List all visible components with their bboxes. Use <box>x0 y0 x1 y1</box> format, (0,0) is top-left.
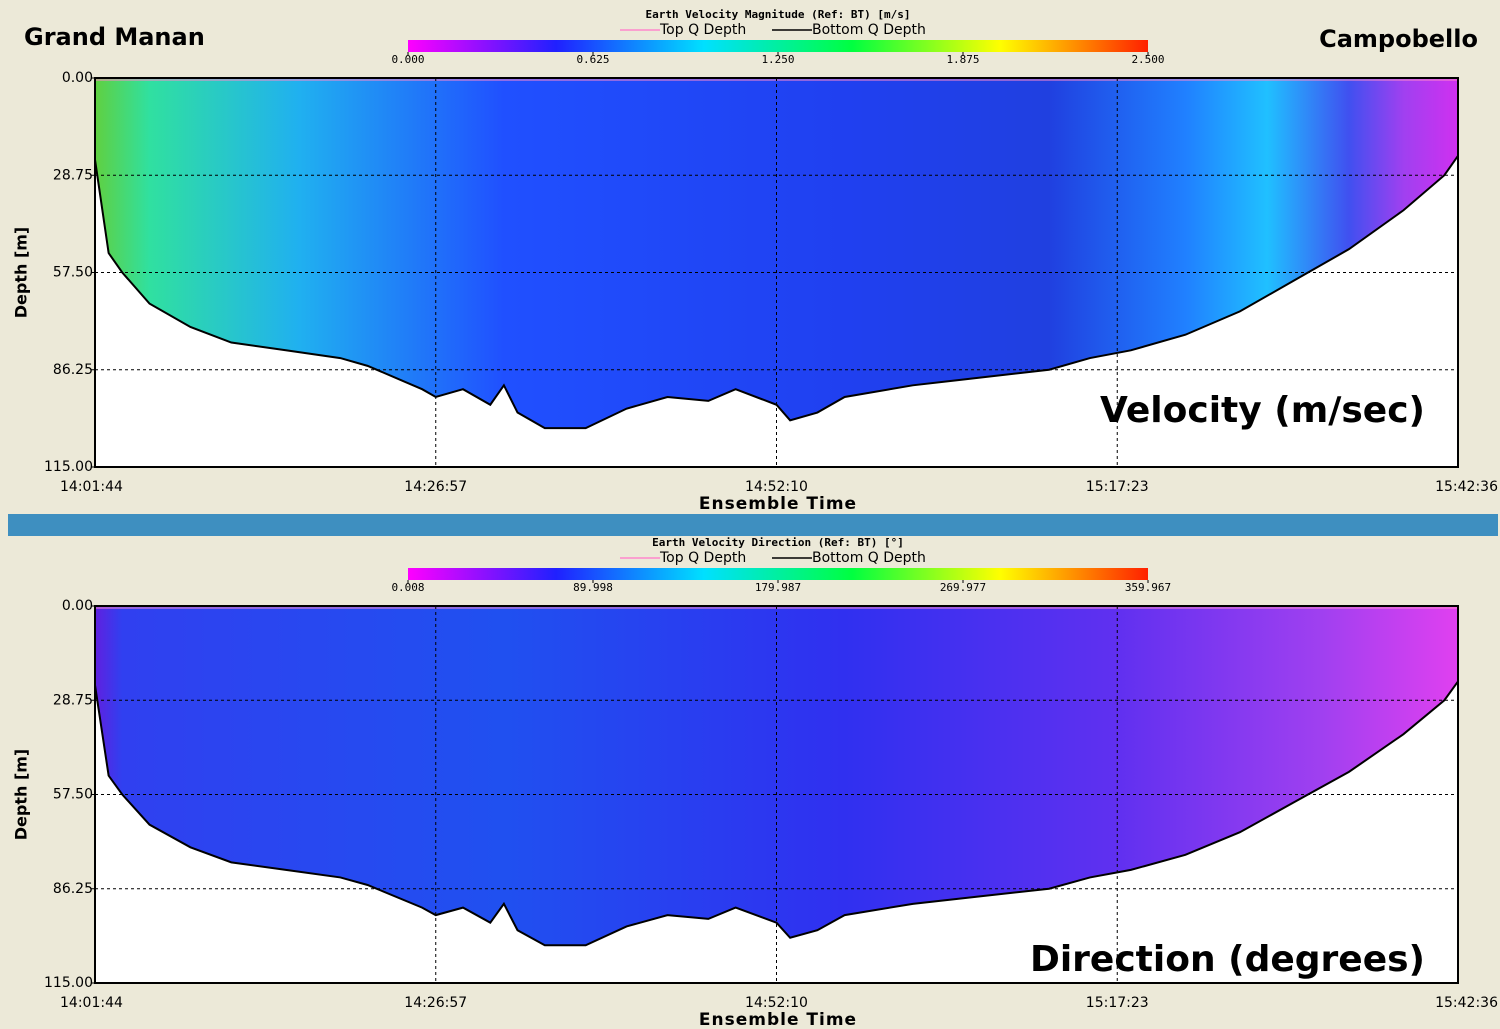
colorbar-tick-label: 269.977 <box>940 581 986 594</box>
right-label: Campobello <box>1319 25 1478 53</box>
colorbar-title: Earth Velocity Direction (Ref: BT) [°] <box>652 536 904 549</box>
legend-label: Top Q Depth <box>659 550 746 566</box>
panel-annotation: Velocity (m/sec) <box>1100 390 1425 431</box>
y-axis-label: Depth [m] <box>12 227 31 319</box>
colorbar-title: Earth Velocity Magnitude (Ref: BT) [m/s] <box>646 8 911 21</box>
legend-label: Bottom Q Depth <box>812 22 926 38</box>
y-tick-label: 86.25 <box>53 881 93 897</box>
colorbar-tick-label: 0.000 <box>391 53 424 66</box>
x-axis-label: Ensemble Time <box>699 494 857 514</box>
colorbar <box>408 40 1148 52</box>
x-tick-label: 15:42:36 <box>1435 995 1498 1011</box>
y-tick-label: 57.50 <box>53 265 93 281</box>
colorbar-tick-label: 89.998 <box>573 581 613 594</box>
y-tick-label: 28.75 <box>53 692 93 708</box>
y-tick-label: 28.75 <box>53 167 93 183</box>
legend-label: Top Q Depth <box>659 22 746 38</box>
legend-label: Bottom Q Depth <box>812 550 926 566</box>
y-tick-label: 0.00 <box>62 70 93 86</box>
panel-annotation: Direction (degrees) <box>1030 939 1425 980</box>
colorbar-tick-label: 1.875 <box>946 53 979 66</box>
x-tick-label: 14:52:10 <box>745 479 808 495</box>
x-tick-label: 15:42:36 <box>1435 479 1498 495</box>
y-tick-label: 0.00 <box>62 598 93 614</box>
x-tick-label: 14:26:57 <box>404 995 467 1011</box>
colorbar-tick-label: 2.500 <box>1131 53 1164 66</box>
y-tick-label: 57.50 <box>53 787 93 803</box>
y-tick-label: 86.25 <box>53 362 93 378</box>
plot-frame <box>94 77 1459 468</box>
x-tick-label: 15:17:23 <box>1086 995 1149 1011</box>
x-tick-label: 14:26:57 <box>404 479 467 495</box>
y-tick-label: 115.00 <box>44 975 93 991</box>
x-tick-label: 14:52:10 <box>745 995 808 1011</box>
colorbar <box>408 568 1148 580</box>
x-tick-label: 14:01:44 <box>60 479 123 495</box>
left-label: Grand Manan <box>24 23 205 51</box>
y-axis-label: Depth [m] <box>12 749 31 841</box>
x-axis-label: Ensemble Time <box>699 1010 857 1029</box>
colorbar-tick-label: 359.967 <box>1125 581 1171 594</box>
colorbar-tick-label: 0.008 <box>391 581 424 594</box>
colorbar-tick-label: 0.625 <box>576 53 609 66</box>
plot-frame <box>94 605 1459 984</box>
y-tick-label: 115.00 <box>44 459 93 475</box>
colorbar-tick-label: 179.987 <box>755 581 801 594</box>
x-tick-label: 15:17:23 <box>1086 479 1149 495</box>
divider <box>8 514 1498 536</box>
bottom-line <box>94 155 1459 430</box>
bottom-line <box>94 680 1459 947</box>
x-tick-label: 14:01:44 <box>60 995 123 1011</box>
colorbar-tick-label: 1.250 <box>761 53 794 66</box>
